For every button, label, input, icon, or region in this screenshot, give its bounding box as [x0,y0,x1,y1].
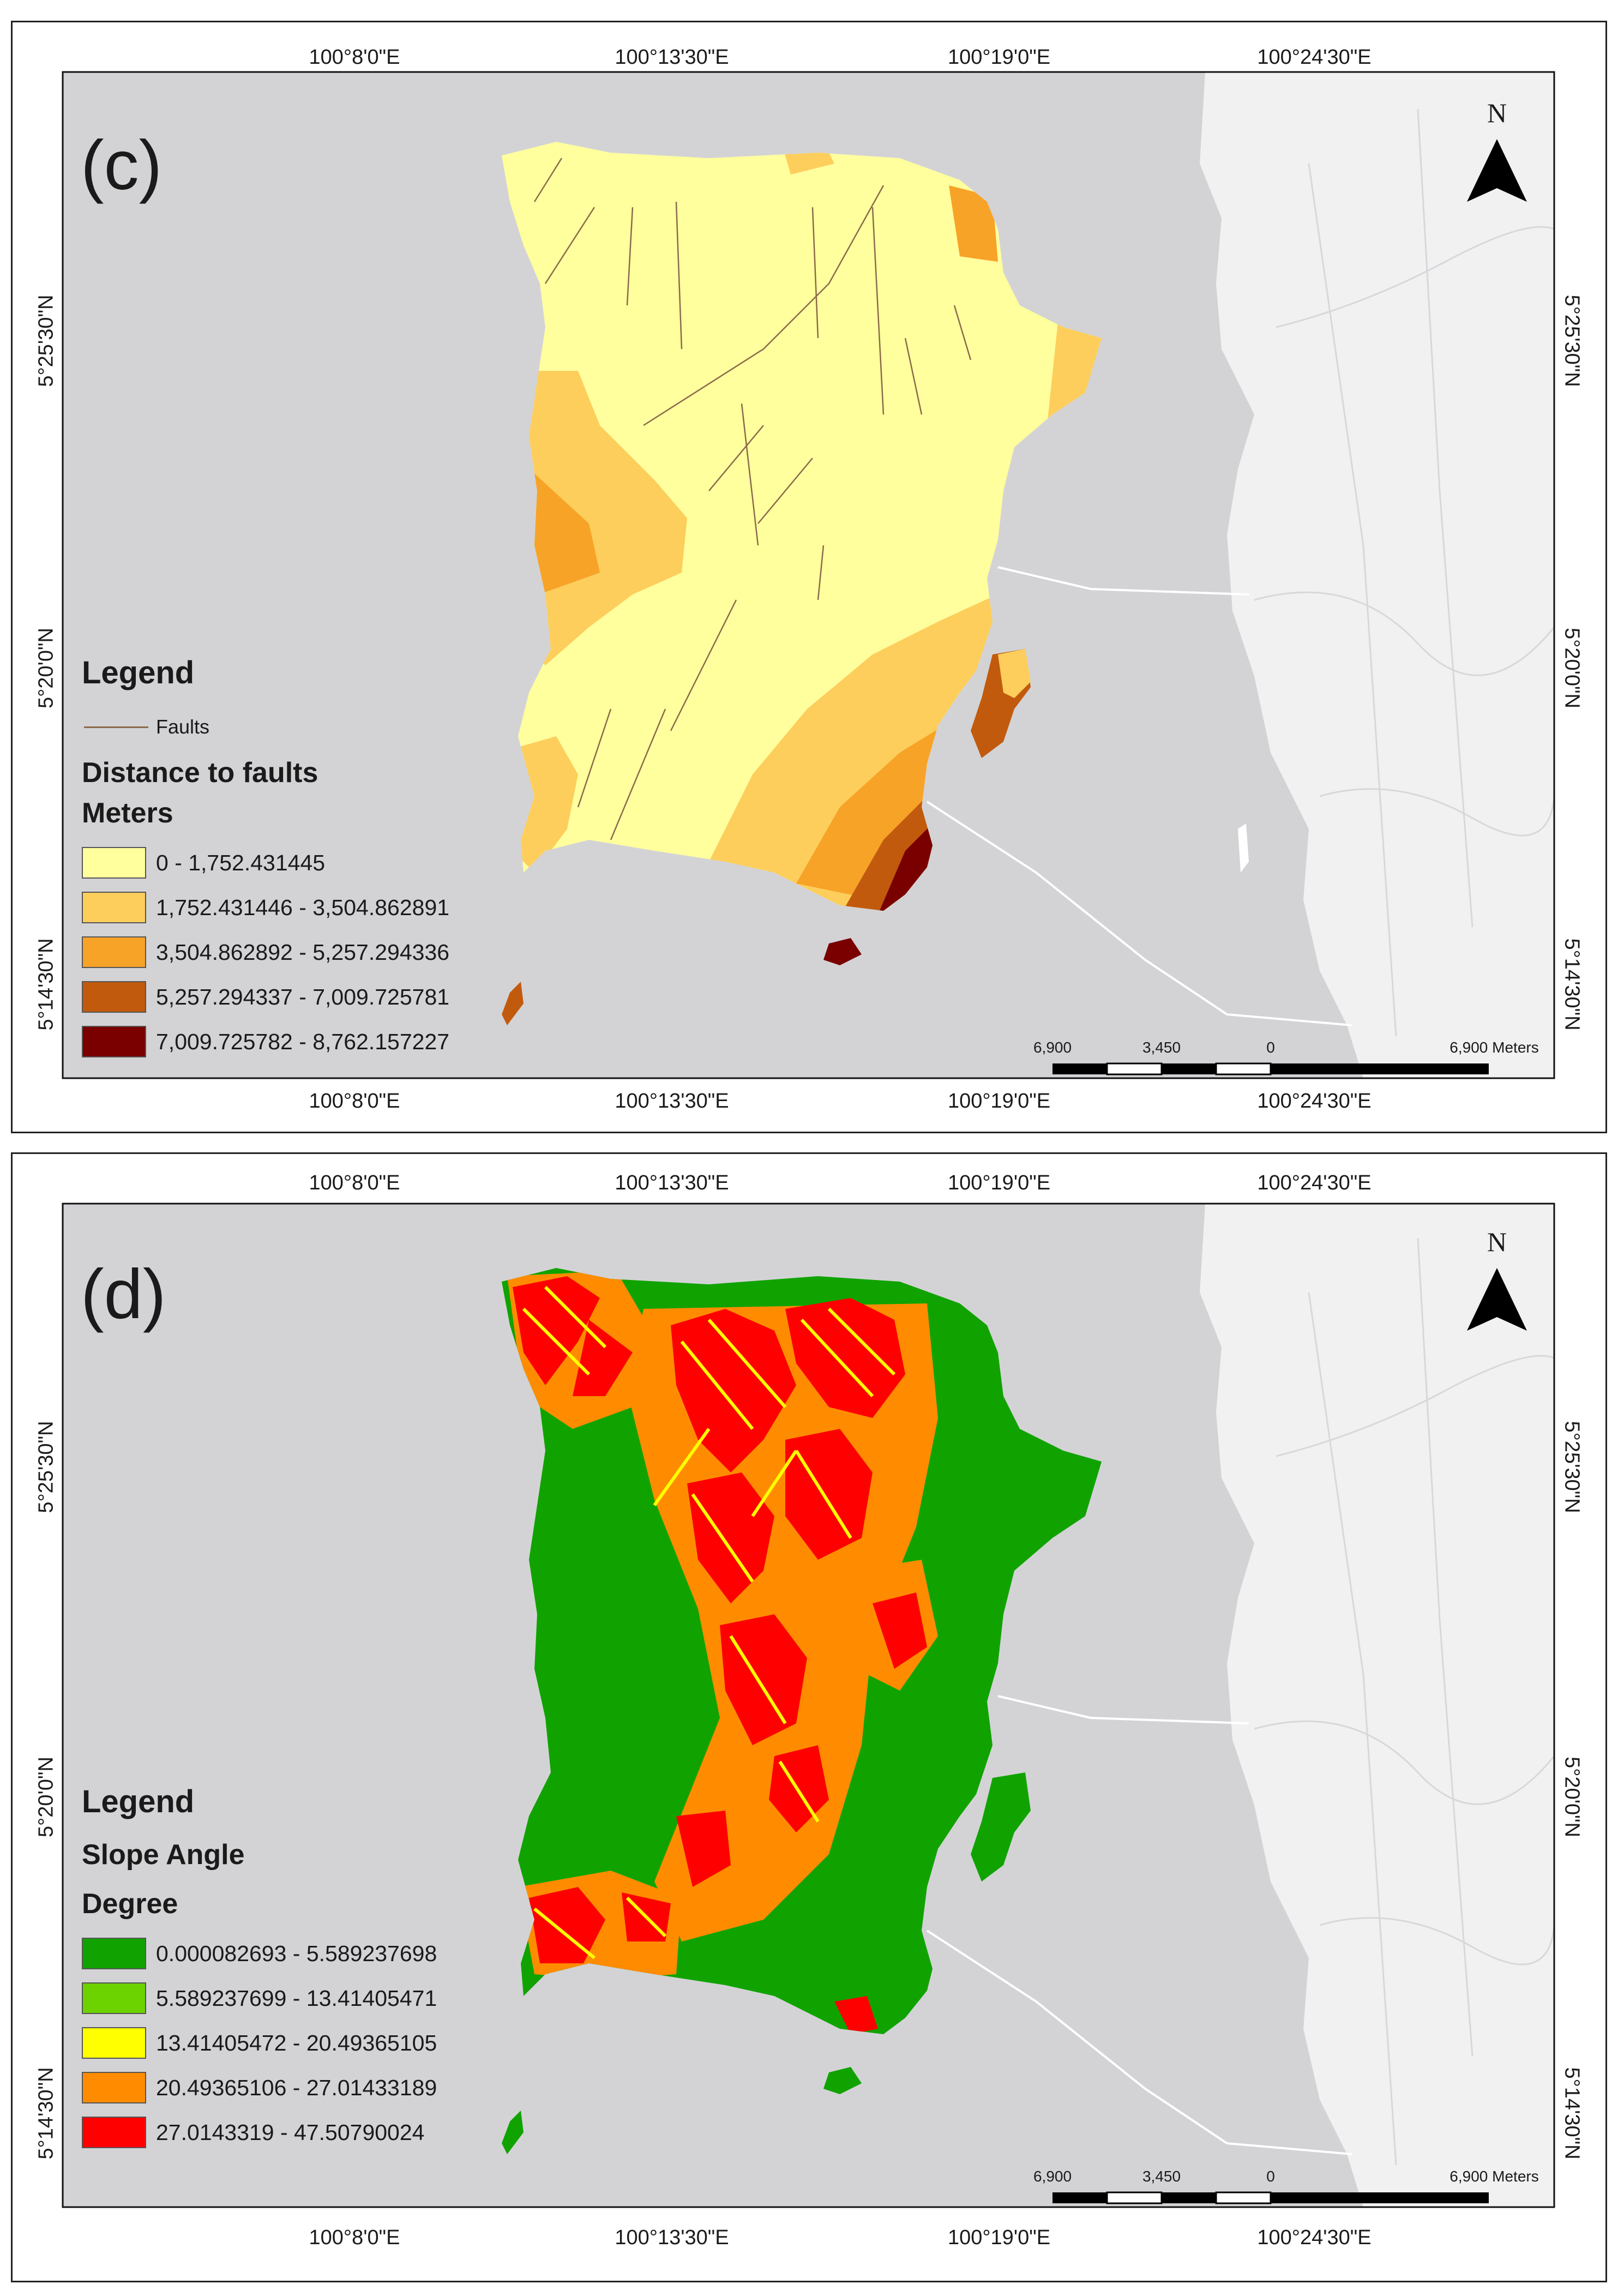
north-label: N [1487,98,1507,128]
fault-lines [533,158,972,840]
legend-swatch [82,936,146,968]
north-arrow-icon [1467,1268,1527,1331]
scale-label: 6,900 [1033,2168,1072,2185]
latitude-tick-right: 5°25'30"N [1560,1421,1584,1513]
longitude-tick-top: 100°13'30"E [615,1171,729,1194]
bridges [926,566,1353,1026]
longitude-tick-bottom: 100°8'0"E [309,2226,400,2249]
longitude-tick-top: 100°19'0"E [947,1171,1051,1194]
panel-c-frame [11,21,1607,1133]
legend-item: 0.000082693 - 5.589237698 [82,1931,437,1976]
legend-swatch [82,981,146,1013]
bridges [926,1695,1353,2155]
panel-d-map [63,1204,1554,2207]
panel-label: (d) [81,1255,166,1333]
longitude-tick-bottom: 100°24'30"E [1257,1090,1372,1113]
legend-swatch [82,847,146,879]
legend-item-label: 27.0143319 - 47.50790024 [156,2119,425,2145]
island-d [502,1268,1102,2154]
scale-label: 0 [1266,1039,1275,1056]
legend-item: 5,257.294337 - 7,009.725781 [82,975,449,1019]
latitude-tick-right: 5°20'0"N [1560,628,1584,708]
longitude-tick-bottom: 100°19'0"E [947,1090,1051,1113]
scale-label: 6,900 Meters [1449,2168,1539,2185]
terrain-texture [522,1285,896,1960]
longitude-tick-bottom: 100°24'30"E [1257,2226,1372,2249]
legend-item-label: 5.589237699 - 13.41405471 [156,1985,437,2011]
latitude-tick-right: 5°14'30"N [1560,938,1584,1031]
longitude-tick-bottom: 100°19'0"E [947,2226,1051,2249]
legend-item-label: 0 - 1,752.431445 [156,850,326,875]
latitude-tick-right: 5°20'0"N [1560,1757,1584,1837]
legend-item-label: 1,752.431446 - 3,504.862891 [156,894,450,920]
latitude-tick-left: 5°14'30"N [34,2067,58,2160]
longitude-tick-top: 100°8'0"E [309,46,400,69]
legend-swatch [82,1982,146,2014]
legend-swatch [82,1938,146,1969]
scale-label: 6,900 [1033,1039,1072,1056]
scale-label: 6,900 Meters [1449,1039,1539,1056]
mainland-roads [1254,1237,1554,2166]
north-arrow-icon [1467,139,1527,202]
legend-item-label: 3,504.862892 - 5,257.294336 [156,939,450,965]
fault-label: Faults [156,716,210,738]
latitude-tick-left: 5°14'30"N [34,938,58,1031]
scale-label: 3,450 [1142,1039,1181,1056]
legend-swatch [82,2072,146,2103]
legend-subtitle: Distance to faults [82,757,318,789]
north-label: N [1487,1227,1507,1257]
legend-item-label: 13.41405472 - 20.49365105 [156,2030,437,2055]
longitude-tick-top: 100°24'30"E [1257,1171,1372,1194]
legend-unit: Degree [82,1888,178,1920]
latitude-tick-right: 5°14'30"N [1560,2067,1584,2160]
latitude-tick-left: 5°25'30"N [34,294,58,387]
longitude-tick-bottom: 100°13'30"E [615,1090,729,1113]
latitude-tick-left: 5°20'0"N [34,628,58,708]
legend-title: Legend [82,1784,195,1819]
legend-title: Legend [82,655,195,690]
mainland-roads [1254,109,1554,1037]
scale-label: 3,450 [1142,2168,1181,2185]
legend-panel-d: Legend Slope Angle Degree 0.000082693 - … [82,1783,437,2155]
legend-item-label: 7,009.725782 - 8,762.157227 [156,1029,450,1054]
fault-line-symbol [84,726,148,728]
scale-bar-graphic [1052,1062,1489,1075]
legend-item: 1,752.431446 - 3,504.862891 [82,885,449,930]
legend-swatch [82,1026,146,1057]
longitude-tick-top: 100°8'0"E [309,1171,400,1194]
legend-item: 27.0143319 - 47.50790024 [82,2110,437,2155]
legend-swatch [82,2117,146,2148]
legend-item: 3,504.862892 - 5,257.294336 [82,930,449,975]
latitude-tick-right: 5°25'30"N [1560,294,1584,387]
legend-item-label: 20.49365106 - 27.01433189 [156,2075,437,2100]
panel-label: (c) [81,127,163,205]
longitude-tick-bottom: 100°8'0"E [309,1090,400,1113]
legend-swatch [82,892,146,923]
legend-item: 5.589237699 - 13.41405471 [82,1976,437,2021]
longitude-tick-top: 100°19'0"E [947,46,1051,69]
longitude-tick-top: 100°24'30"E [1257,46,1372,69]
legend-panel-c: Legend Faults Distance to faults Meters … [82,654,449,1064]
legend-subtitle: Slope Angle [82,1839,245,1871]
scale-bar-graphic [1052,2191,1489,2204]
panel-d-frame [11,1152,1607,2282]
legend-unit: Meters [82,797,173,829]
legend-item: 13.41405472 - 20.49365105 [82,2021,437,2065]
latitude-tick-left: 5°20'0"N [34,1757,58,1837]
longitude-tick-bottom: 100°13'30"E [615,2226,729,2249]
steep-terrain [513,1276,927,2034]
panel-c-map [63,72,1554,1078]
legend-item: 0 - 1,752.431445 [82,840,449,885]
legend-faults-entry: Faults [82,710,449,744]
latitude-tick-left: 5°25'30"N [34,1421,58,1513]
longitude-tick-top: 100°13'30"E [615,46,729,69]
legend-swatch [82,2027,146,2059]
scale-label: 0 [1266,2168,1275,2185]
legend-item-label: 5,257.294337 - 7,009.725781 [156,984,450,1009]
legend-item: 7,009.725782 - 8,762.157227 [82,1019,449,1064]
legend-item: 20.49365106 - 27.01433189 [82,2065,437,2110]
legend-item-label: 0.000082693 - 5.589237698 [156,1940,437,1966]
